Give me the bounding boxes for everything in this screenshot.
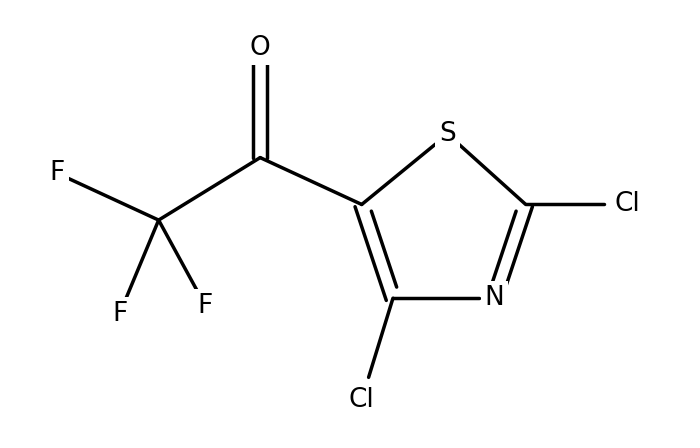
Text: F: F [198, 293, 213, 319]
Text: Cl: Cl [349, 387, 375, 413]
Text: S: S [440, 121, 456, 147]
Text: N: N [484, 285, 505, 311]
Text: F: F [50, 160, 64, 186]
Text: O: O [250, 35, 270, 61]
Text: Cl: Cl [615, 191, 640, 217]
Text: F: F [112, 301, 127, 327]
